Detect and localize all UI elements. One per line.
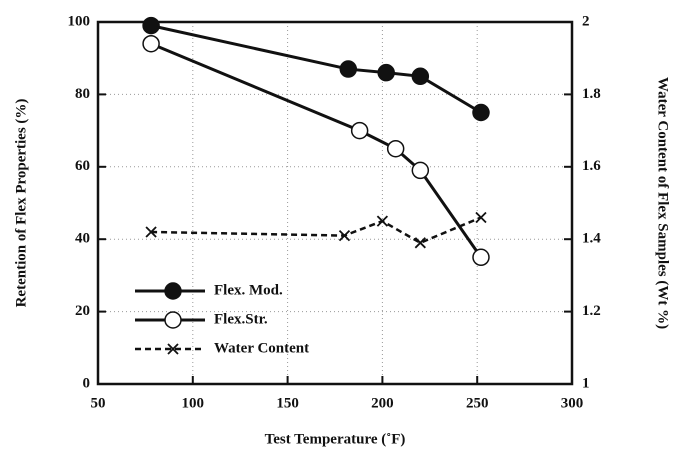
x-tick-label: 300 [561, 395, 584, 411]
legend-label: Water Content [214, 340, 309, 356]
x-tick-label: 50 [91, 395, 106, 411]
marker [376, 215, 389, 227]
legend-label: Flex. Mod. [214, 282, 283, 298]
y-tick-label: 80 [75, 86, 90, 102]
marker [414, 237, 426, 249]
y-tick-label: 100 [68, 13, 91, 29]
marker [339, 60, 358, 78]
marker [472, 103, 490, 122]
x-tick-label: 100 [182, 395, 205, 411]
y-axis-label: Retention of Flex Properties (%) [13, 99, 29, 308]
marker [142, 16, 160, 35]
y2-tick-label: 1 [582, 375, 590, 391]
marker [338, 229, 351, 242]
legend-marker [164, 311, 182, 329]
marker [350, 121, 369, 140]
series-line [150, 24, 482, 114]
plot-frame [96, 20, 574, 386]
marker [142, 34, 160, 53]
y2-axis-label: Water Content of Flex Samples (Wt %) [655, 77, 671, 329]
y2-tick-label: 1.4 [582, 231, 601, 247]
series-line [151, 216, 482, 245]
series-line [150, 42, 483, 259]
legend-label: Flex.Str. [214, 311, 268, 327]
marker [377, 63, 395, 82]
marker [411, 161, 430, 180]
marker [472, 248, 490, 267]
marker [145, 226, 157, 238]
marker [411, 67, 430, 86]
y-tick-label: 20 [75, 303, 90, 319]
x-axis-label: Test Temperature (˚F) [265, 431, 406, 447]
y-tick-label: 0 [83, 375, 91, 391]
y2-tick-label: 1.2 [582, 303, 601, 319]
y2-tick-label: 1.6 [582, 158, 601, 174]
y2-tick-label: 1.8 [582, 86, 601, 102]
y-tick-label: 60 [75, 158, 90, 174]
x-tick-label: 150 [276, 395, 299, 411]
legend-marker [164, 282, 182, 300]
x-tick-label: 250 [466, 395, 489, 411]
marker [475, 211, 487, 224]
marker [386, 139, 405, 158]
x-tick-label: 200 [371, 395, 394, 411]
y2-tick-label: 2 [582, 13, 590, 29]
legend-marker [167, 343, 179, 355]
y-tick-label: 40 [75, 231, 90, 247]
